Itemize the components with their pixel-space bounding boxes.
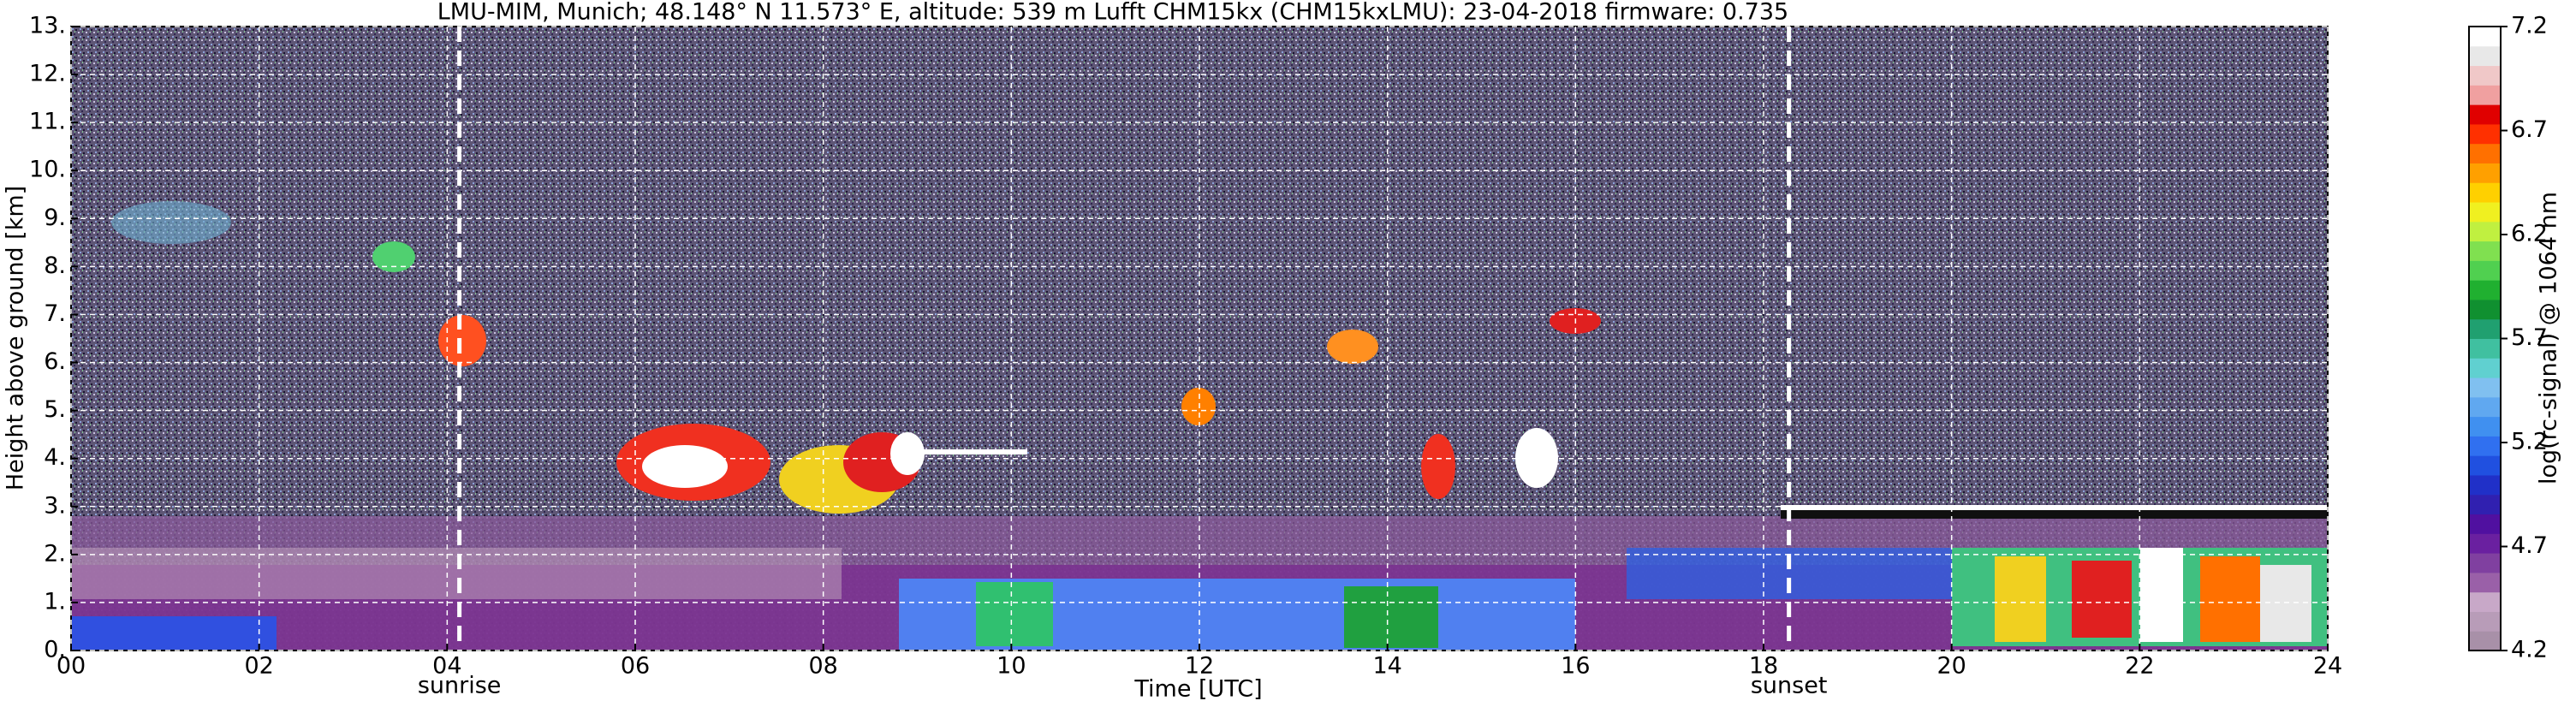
y-tick-label: 7. [44,300,66,327]
y-tick-label: 12. [29,61,66,87]
colorbar-segment [2469,202,2501,223]
y-tick-label: 2. [44,540,66,567]
annotation-label: sunrise [418,673,502,699]
colorbar-segment [2469,85,2501,105]
colorbar-segment [2469,474,2501,496]
y-tick-label: 0. [44,637,66,663]
x-tick-label: 18 [1749,653,1778,680]
colorbar-segment [2469,123,2501,145]
colorbar-segment [2469,260,2501,281]
colorbar-segment [2469,514,2501,534]
colorbar-segment [2469,377,2501,398]
colorbar-segment [2469,45,2501,67]
x-tick-label: 04 [432,653,461,680]
colorbar-segment [2469,358,2501,378]
x-tick-label: 10 [996,653,1026,680]
x-tick-label: 12 [1185,653,1214,680]
colorbar-segment [2469,65,2501,86]
colorbar-segment [2469,436,2501,456]
x-tick-label: 14 [1372,653,1401,680]
colorbar-segment [2469,318,2501,339]
colorbar-segment [2469,572,2501,593]
y-tick-label: 13. [29,13,66,39]
y-axis-label: Height above ground [km] [3,186,29,490]
colorbar-segment [2469,611,2501,632]
colorbar-tick-label: 5.7 [2511,324,2548,351]
x-tick-label: 08 [808,653,837,680]
y-tick-label: 6. [44,348,66,375]
colorbar-segment [2469,416,2501,437]
colorbar-segment [2469,455,2501,476]
colorbar-segment [2469,221,2501,242]
y-tick-label: 5. [44,396,66,423]
x-tick-label: 16 [1561,653,1590,680]
colorbar-segment [2469,163,2501,183]
colorbar-segment [2469,494,2501,515]
colorbar-segment [2469,143,2501,163]
colorbar-tick-label: 7.2 [2511,13,2548,39]
colorbar-tick-label: 4.7 [2511,532,2548,559]
y-tick-label: 4. [44,444,66,471]
x-tick-label: 20 [1936,653,1966,680]
x-tick-label: 22 [2125,653,2154,680]
y-tick-label: 9. [44,205,66,231]
colorbar-tick-label: 6.2 [2511,221,2548,247]
y-tick-label: 1. [44,588,66,615]
y-tick-label: 11. [29,109,66,135]
x-axis-label: Time [UTC] [1133,676,1262,703]
colorbar-segment [2469,104,2501,125]
colorbar-segment [2469,280,2501,300]
x-tick-label: 06 [621,653,650,680]
y-tick-label: 10. [29,157,66,183]
colorbar-segment [2469,241,2501,261]
colorbar-tick-label: 4.2 [2511,637,2548,663]
y-tick-label: 3. [44,492,66,519]
colorbar-segment [2469,631,2501,651]
colorbar-segment [2469,338,2501,359]
colorbar-segment [2469,182,2501,203]
colorbar-segment [2469,299,2501,320]
annotation-label: sunset [1751,673,1828,699]
colorbar-segment [2469,591,2501,612]
x-tick-label: 24 [2313,653,2342,680]
colorbar-tick-label: 5.2 [2511,429,2548,455]
y-tick-label: 8. [44,253,66,279]
colorbar-label: log(rc-signal) @ 1064 nm [2536,192,2562,484]
colorbar-segment [2469,533,2501,554]
colorbar-segment [2469,396,2501,418]
colorbar-segment [2469,27,2501,47]
colorbar-tick-label: 6.7 [2511,116,2548,143]
colorbar-segment [2469,553,2501,573]
chart-title: LMU-MIM, Munich; 48.148° N 11.573° E, al… [437,0,1788,26]
x-tick-label: 02 [244,653,273,680]
x-tick-label: 00 [57,653,86,680]
